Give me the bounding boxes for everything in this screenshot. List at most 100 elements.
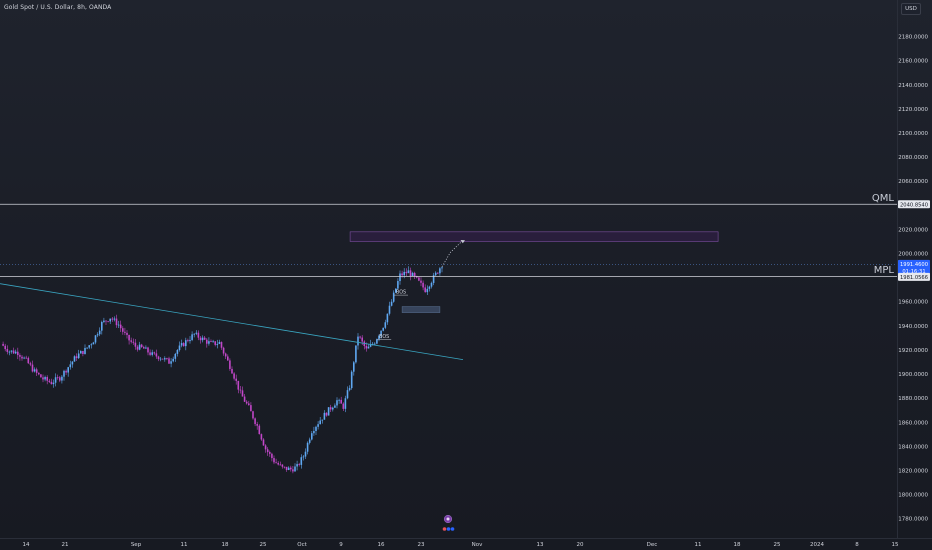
candle[interactable] [418, 277, 420, 281]
candle[interactable] [292, 469, 294, 472]
candle[interactable] [250, 405, 252, 412]
candle[interactable] [220, 342, 223, 348]
candle[interactable] [317, 424, 319, 427]
candle[interactable] [395, 288, 397, 293]
candle[interactable] [90, 344, 93, 346]
candle[interactable] [201, 337, 204, 341]
order-block-rect[interactable] [401, 306, 441, 313]
candle[interactable] [119, 324, 122, 329]
candle[interactable] [264, 445, 267, 450]
candle[interactable] [193, 333, 195, 335]
candle[interactable] [321, 419, 324, 421]
candle[interactable] [59, 377, 61, 381]
candle[interactable] [172, 358, 174, 362]
candle[interactable] [256, 424, 258, 426]
candle[interactable] [306, 442, 309, 452]
candle[interactable] [56, 377, 59, 379]
candle[interactable] [212, 341, 214, 343]
candle[interactable] [315, 426, 317, 432]
supply-zone-rect[interactable] [349, 231, 719, 242]
candle[interactable] [374, 343, 376, 345]
candle[interactable] [294, 466, 296, 472]
candle[interactable] [29, 363, 32, 365]
candle[interactable] [140, 344, 143, 348]
candle[interactable] [361, 337, 363, 342]
candle[interactable] [96, 334, 99, 336]
candle[interactable] [191, 334, 193, 340]
candle[interactable] [38, 372, 40, 375]
candle[interactable] [313, 431, 315, 434]
candle[interactable] [319, 420, 321, 425]
candle[interactable] [359, 336, 361, 338]
candle[interactable] [437, 272, 439, 274]
candle[interactable] [46, 377, 48, 381]
candle[interactable] [426, 288, 429, 293]
candle[interactable] [397, 281, 399, 289]
candle[interactable] [143, 347, 145, 349]
candle[interactable] [342, 403, 345, 409]
candle[interactable] [151, 352, 153, 355]
candle[interactable] [325, 412, 328, 416]
candle[interactable] [424, 287, 426, 293]
candle[interactable] [23, 357, 25, 359]
candle[interactable] [323, 412, 326, 420]
candle[interactable] [124, 331, 126, 333]
candle[interactable] [48, 380, 51, 382]
candle[interactable] [187, 340, 189, 342]
candle[interactable] [231, 368, 233, 374]
candle[interactable] [21, 356, 23, 359]
candle[interactable] [98, 330, 101, 335]
candle[interactable] [149, 352, 151, 355]
candle[interactable] [19, 355, 21, 357]
candle[interactable] [71, 361, 74, 365]
candle[interactable] [386, 313, 389, 323]
candle[interactable] [170, 361, 172, 364]
candle[interactable] [296, 464, 298, 467]
candle[interactable] [206, 339, 208, 344]
candle[interactable] [416, 276, 418, 278]
candle[interactable] [401, 273, 403, 276]
candle[interactable] [302, 456, 305, 458]
candle[interactable] [334, 405, 336, 408]
candle[interactable] [168, 358, 170, 364]
candle[interactable] [390, 301, 393, 306]
candle[interactable] [245, 401, 248, 404]
candle[interactable] [407, 270, 410, 274]
candle[interactable] [10, 350, 13, 352]
candle[interactable] [283, 466, 286, 468]
candle[interactable] [378, 335, 380, 340]
candle[interactable] [61, 376, 63, 381]
candle[interactable] [180, 343, 183, 346]
candle[interactable] [243, 396, 246, 402]
candle[interactable] [237, 380, 240, 390]
candle[interactable] [262, 439, 265, 446]
projection-path[interactable] [441, 240, 464, 267]
candle[interactable] [195, 332, 198, 334]
candle[interactable] [371, 343, 374, 345]
candle[interactable] [241, 390, 244, 397]
candle[interactable] [182, 343, 185, 347]
candle[interactable] [54, 377, 57, 383]
candle[interactable] [420, 280, 422, 283]
candle[interactable] [428, 286, 431, 289]
candle[interactable] [80, 350, 82, 354]
candle[interactable] [161, 358, 164, 360]
candle[interactable] [233, 373, 235, 379]
candle[interactable] [8, 351, 11, 353]
candle[interactable] [382, 327, 384, 331]
candle[interactable] [44, 377, 46, 380]
candle[interactable] [94, 335, 97, 343]
candle[interactable] [353, 362, 355, 372]
candle[interactable] [25, 357, 27, 359]
candle[interactable] [269, 452, 271, 454]
candle[interactable] [65, 370, 67, 373]
candle[interactable] [384, 322, 387, 328]
candle[interactable] [252, 411, 254, 419]
candle[interactable] [224, 353, 227, 357]
candle[interactable] [105, 320, 107, 322]
candle[interactable] [75, 356, 78, 359]
candle[interactable] [344, 398, 347, 409]
candle[interactable] [128, 334, 130, 341]
candle[interactable] [432, 275, 435, 283]
